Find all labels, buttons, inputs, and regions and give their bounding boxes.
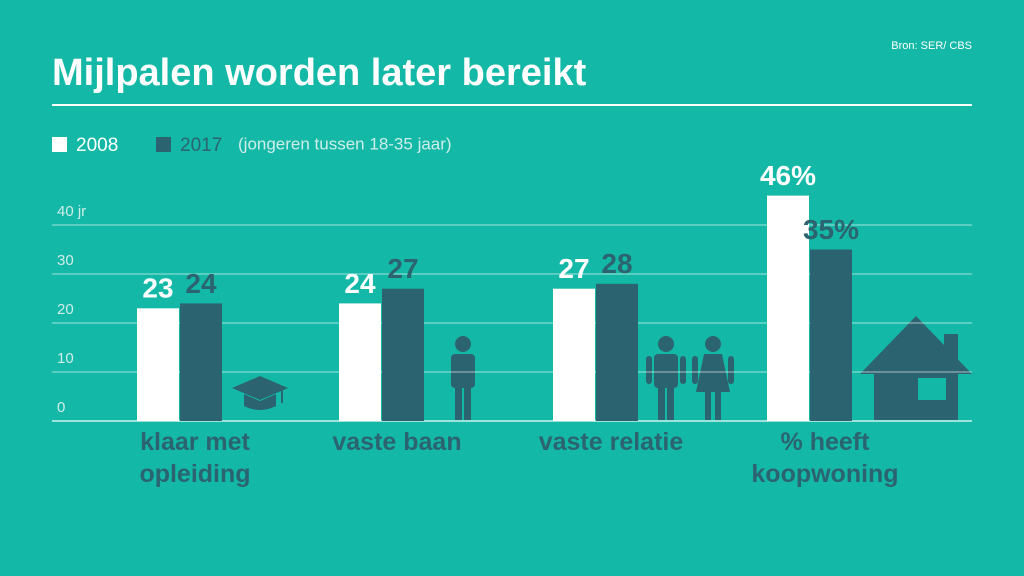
- chart-title: Mijlpalen worden later bereikt: [52, 52, 587, 94]
- value-label: 35%: [803, 214, 859, 245]
- bar: [810, 249, 852, 421]
- bar: [180, 303, 222, 421]
- value-label: 27: [558, 253, 589, 284]
- y-tick-label: 0: [57, 399, 65, 416]
- value-label: 46%: [760, 160, 816, 191]
- house-icon: [860, 316, 972, 420]
- bar: [767, 195, 809, 421]
- y-tick-label: 40 jr: [57, 203, 86, 220]
- value-label: 28: [601, 248, 632, 279]
- bar: [137, 308, 179, 421]
- legend-swatch: [156, 137, 171, 152]
- legend-label: 2008: [76, 135, 118, 156]
- value-label: 27: [387, 253, 418, 284]
- value-label: 23: [142, 273, 173, 304]
- category-label: % heeft koopwoning: [751, 428, 899, 488]
- y-tick-label: 30: [57, 252, 74, 269]
- person-icon: [451, 336, 475, 420]
- icons: [232, 316, 972, 420]
- subtitle: (jongeren tussen 18-35 jaar): [238, 134, 452, 153]
- legend-swatch: [52, 137, 67, 152]
- graduation-cap-icon: [232, 376, 288, 410]
- value-label: 24: [344, 268, 376, 299]
- legend-label: 2017: [180, 135, 222, 156]
- y-tick-label: 20: [57, 301, 74, 318]
- couple-icon: [646, 336, 734, 420]
- bar: [553, 288, 595, 421]
- category-label: vaste relatie: [538, 428, 684, 456]
- category-label: vaste baan: [332, 428, 462, 456]
- y-tick-label: 10: [57, 350, 74, 367]
- source: Bron: SER/ CBS: [891, 40, 972, 52]
- category-label: klaar met opleiding: [139, 428, 251, 488]
- bar: [339, 303, 381, 421]
- value-label: 24: [185, 268, 217, 299]
- bar: [382, 288, 424, 421]
- bar: [596, 283, 638, 421]
